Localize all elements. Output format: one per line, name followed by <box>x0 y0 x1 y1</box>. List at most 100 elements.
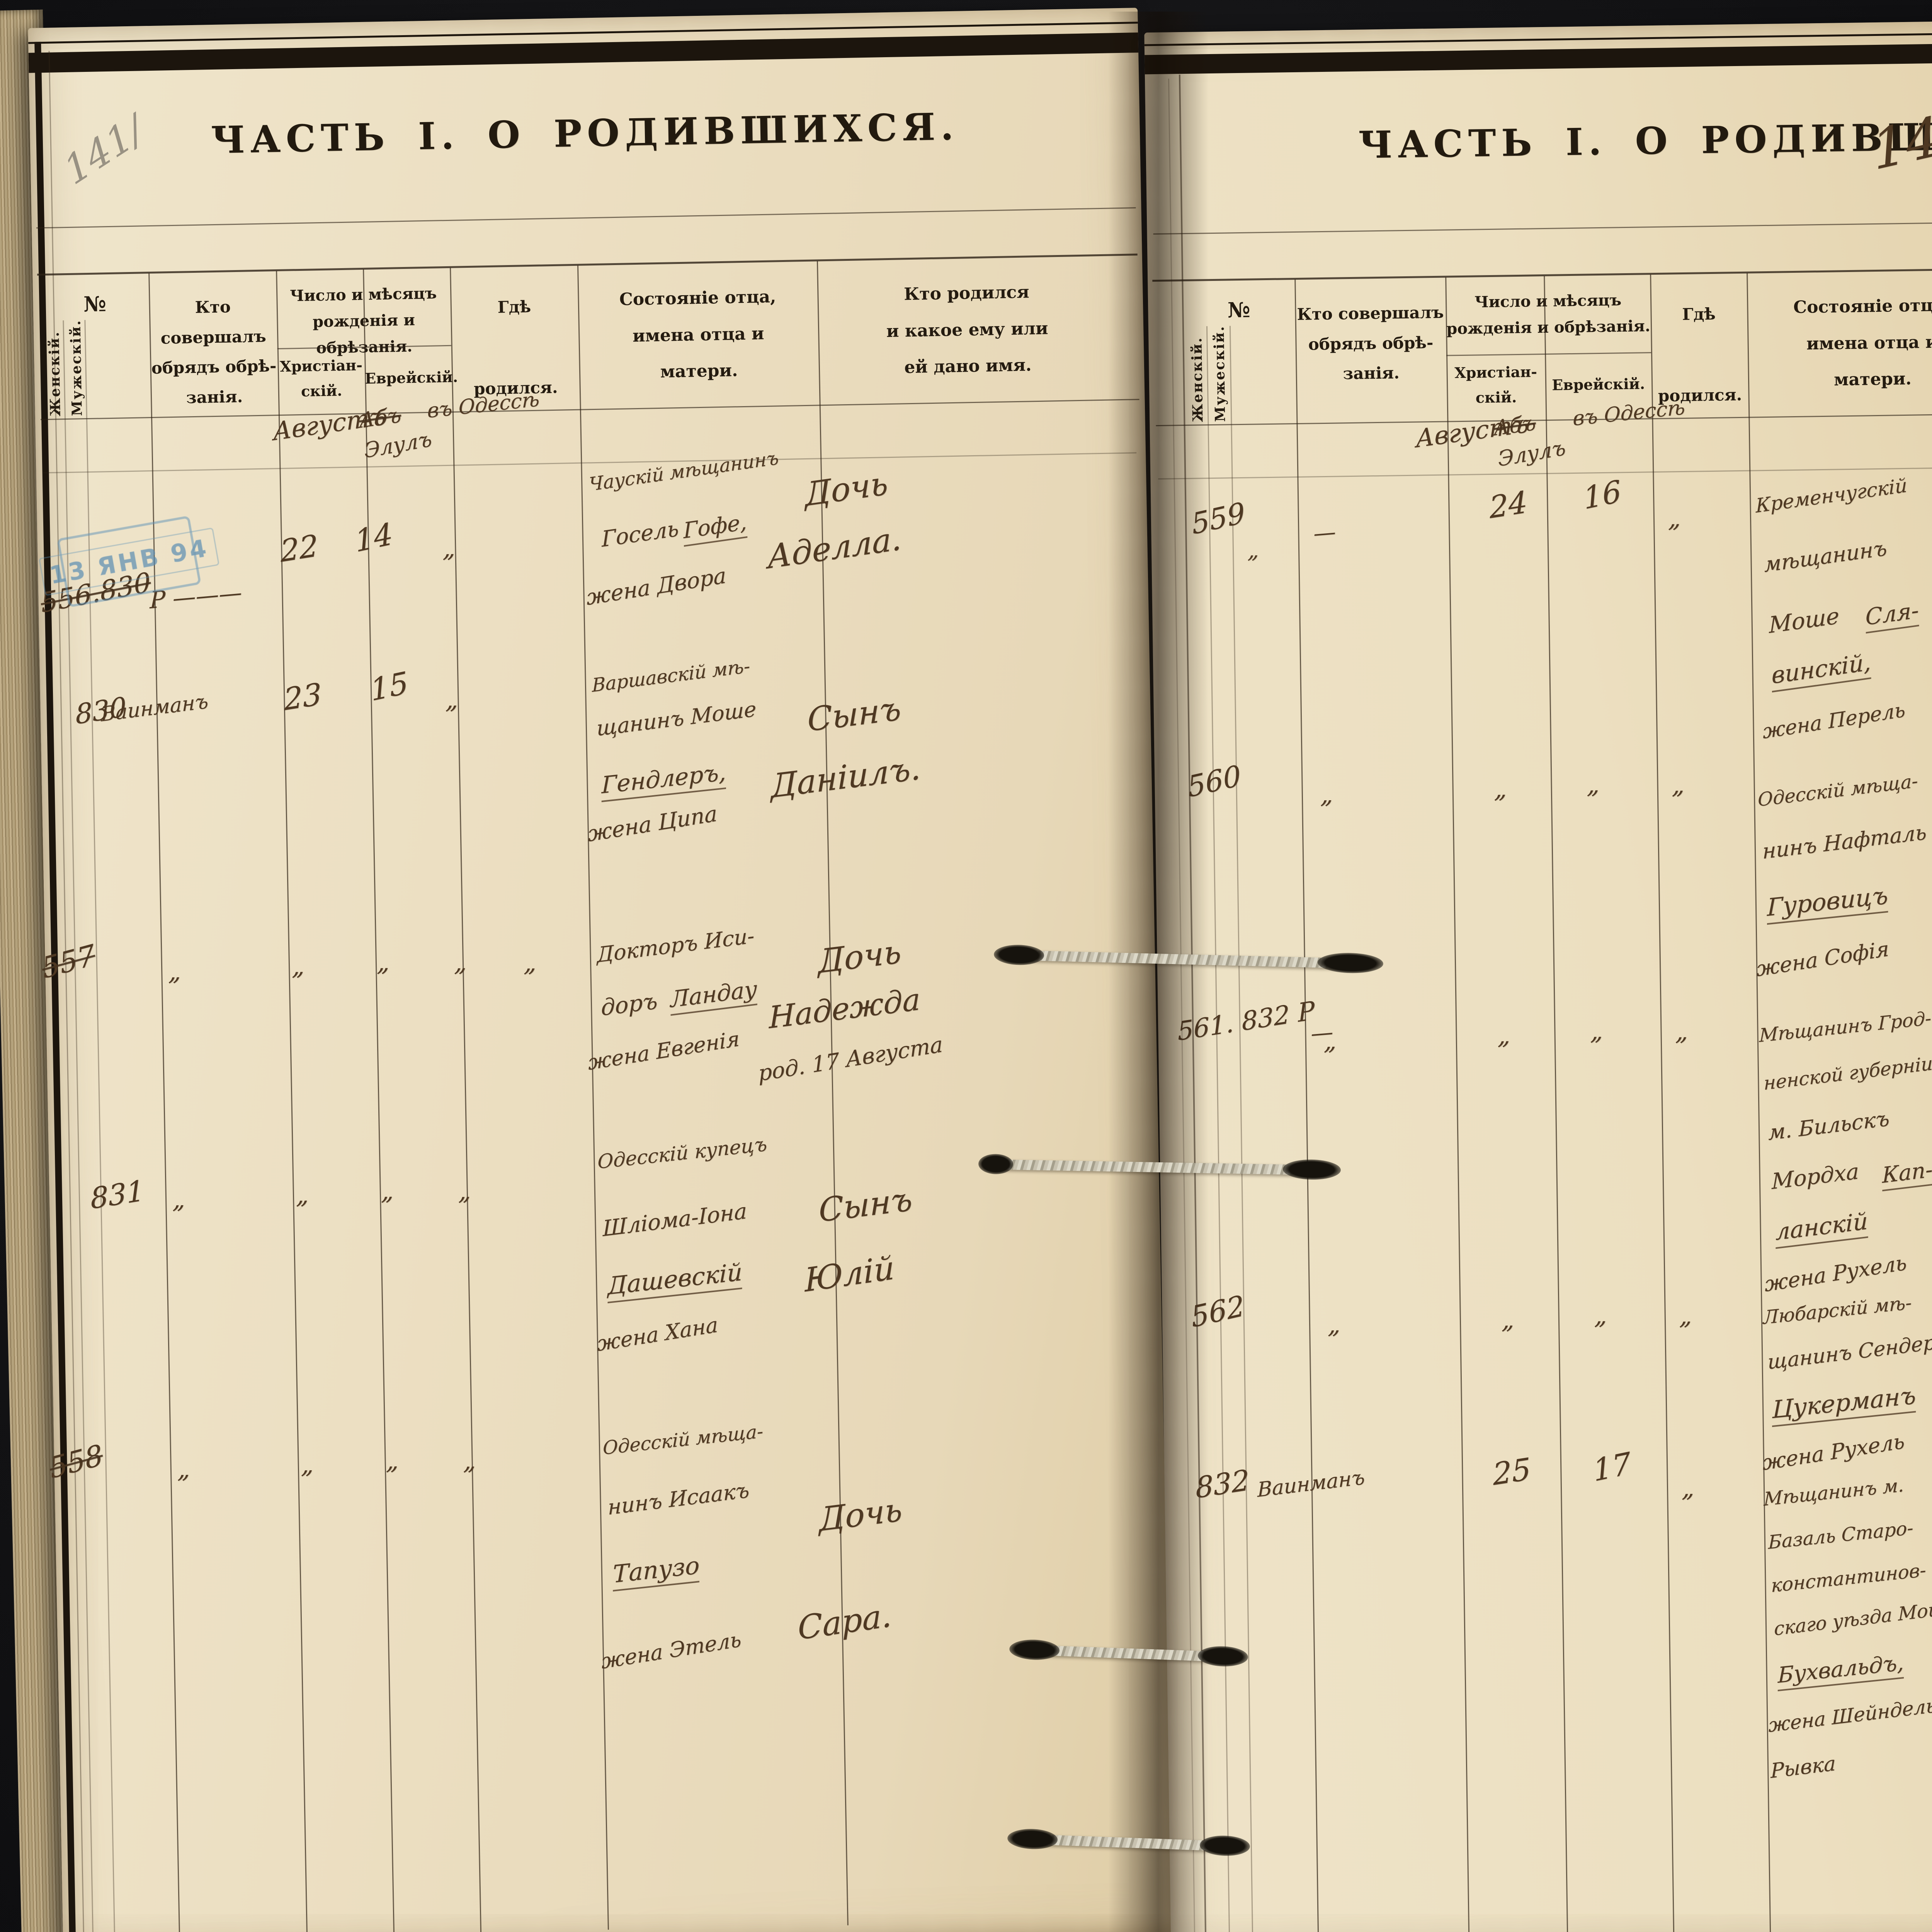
date-jewish: 14 <box>353 517 395 560</box>
record-no: 561. 832 Р <box>1177 995 1316 1046</box>
father-line: Госель <box>601 516 679 552</box>
grid-line <box>1445 277 1469 1932</box>
ditto-mark: „ <box>1320 781 1335 809</box>
col-header-male: Мужескій. <box>1211 330 1228 422</box>
father-line: жена Евгенія <box>587 1026 740 1075</box>
grid-line <box>1206 326 1230 1932</box>
date-christian: 24 <box>1488 485 1528 526</box>
date-christian: 22 <box>279 528 319 569</box>
father-line: Гендлеръ, <box>602 759 726 803</box>
page-title: ЧАСТЬ I. О РОДИВШИХСЯ. <box>1146 111 1932 170</box>
ditto-mark: „ <box>1681 1474 1696 1503</box>
father-line: Бухвальдъ, <box>1778 1650 1904 1692</box>
father-line: скаго уѣзда Моше <box>1774 1597 1932 1640</box>
header-line: Состояніе отца, <box>1747 287 1932 327</box>
header-line: Христіан- <box>277 353 365 379</box>
ditto-mark: „ <box>1668 504 1683 533</box>
father-line: жена Рухель <box>1764 1250 1907 1296</box>
father-line: жена Рухель <box>1762 1429 1905 1475</box>
date-christian: 23 <box>283 677 323 718</box>
record-no: 559 <box>1190 496 1247 541</box>
col-header-child: Кто родился и какое ему или ей дано имя. <box>817 272 1117 388</box>
child-line: Юлій <box>804 1248 895 1299</box>
father-line: жена Этель <box>601 1627 742 1673</box>
child-line: Сынъ <box>818 1180 913 1230</box>
father-line: жена Софія <box>1756 936 1889 981</box>
ditto-mark: „ <box>1323 1027 1338 1056</box>
father-line: ненской губерніи <box>1764 1053 1932 1094</box>
ditto-mark: „ <box>291 952 306 981</box>
father-line: Мѣщанинъ м. <box>1764 1474 1904 1510</box>
ditto-mark: „ <box>296 1181 310 1209</box>
date-jewish: 15 <box>369 665 410 708</box>
table-grid <box>1144 17 1932 32</box>
header-line: имена отца и <box>578 315 819 355</box>
ditto-mark: „ <box>458 1177 473 1206</box>
ditto-mark: „ <box>177 1455 192 1484</box>
header-top-rule <box>1152 265 1932 282</box>
father-line: нинъ Нафталь <box>1762 820 1927 864</box>
header-line: обрядъ обрѣ- <box>150 351 278 383</box>
grid-line <box>276 271 308 1932</box>
ditto-mark: „ <box>454 948 468 977</box>
date-christian: 25 <box>1492 1452 1532 1493</box>
dash-mark: — <box>1313 518 1336 546</box>
folio-number: 142/143 <box>1869 70 1932 183</box>
ditto-mark: „ <box>168 957 182 986</box>
father-line: Базаль Старо- <box>1768 1517 1913 1553</box>
ditto-mark: „ <box>1586 770 1601 799</box>
ditto-mark: „ <box>1679 1302 1694 1330</box>
col-header-no: № <box>1183 290 1295 330</box>
header-line: ей дано имя. <box>818 345 1117 388</box>
child-line: Сынъ <box>807 689 901 739</box>
header-line: занія. <box>150 381 278 413</box>
father-line: Одесскій мѣща- <box>603 1420 763 1459</box>
father-line: Одесскій купецъ <box>597 1133 767 1173</box>
father-line: доръ <box>601 988 658 1021</box>
col-header-male: Мужескій. <box>68 325 85 416</box>
right-page: ЧАСТЬ I. О РОДИВШИХСЯ. № Женскій. Мужеск… <box>1144 17 1932 1932</box>
record-no: 557 <box>39 938 97 985</box>
father-line: щанинъ Сендеръ <box>1767 1329 1932 1374</box>
father-line: Ландау <box>670 976 757 1016</box>
father-line: константинов- <box>1771 1559 1926 1597</box>
father-line: винскій, <box>1771 648 1872 692</box>
father-line: мѣщанинъ <box>1764 536 1888 577</box>
stamp-text: 13 ЯНВ 94 <box>38 527 219 596</box>
record-no: 832 <box>1195 1463 1250 1505</box>
header-line: Кто родился <box>817 272 1116 315</box>
header-line: имена отца и <box>1747 323 1932 363</box>
child-line: Даніилъ. <box>770 749 921 805</box>
father-line: Любарскій мѣ- <box>1763 1292 1912 1328</box>
col-header-no: № <box>41 284 150 325</box>
thread-cord <box>989 1159 1329 1175</box>
header-line: Кто совершалъ <box>149 291 277 353</box>
record-no: 562 <box>1189 1289 1247 1334</box>
father-line: Гуровицъ <box>1767 881 1888 925</box>
header-line: рожденія и обрѣзанія. <box>1446 313 1651 342</box>
father-line: Гофе, <box>683 510 747 547</box>
col-header-where-1: Гдѣ <box>1650 299 1747 330</box>
father-line: Докторъ Иси- <box>597 923 755 968</box>
father-line: жена Ципа <box>587 801 718 847</box>
header-line: скій. <box>1447 384 1546 411</box>
child-line: род. 17 Августа <box>758 1032 944 1086</box>
header-line: матери. <box>579 351 819 392</box>
date-subheader-rule <box>1446 352 1651 356</box>
month-jewish-crossed: Абъ <box>1493 410 1536 440</box>
father-line: Мѣщанинъ Грод- <box>1759 1007 1932 1047</box>
father-line: ланскій <box>1775 1208 1868 1249</box>
ditto-mark: „ <box>523 949 538 977</box>
father-line: Одесскій мѣща- <box>1758 770 1918 811</box>
ditto-mark: „ <box>1675 1017 1690 1046</box>
child-line: Сара. <box>797 1596 892 1647</box>
month-row-rule <box>43 452 1137 473</box>
header-line: занія. <box>1296 357 1447 389</box>
ditto-mark: „ <box>1590 1017 1605 1046</box>
col-header-dates: Число и мѣсяцъ рожденія и обрѣзанія. <box>1446 287 1651 342</box>
header-line: и какое ему или <box>818 309 1117 351</box>
top-rule-thick <box>1145 39 1932 74</box>
title-rule <box>36 207 1136 228</box>
col-header-christian: Христіан- скій. <box>1446 359 1546 411</box>
grid-line <box>1747 273 1771 1932</box>
